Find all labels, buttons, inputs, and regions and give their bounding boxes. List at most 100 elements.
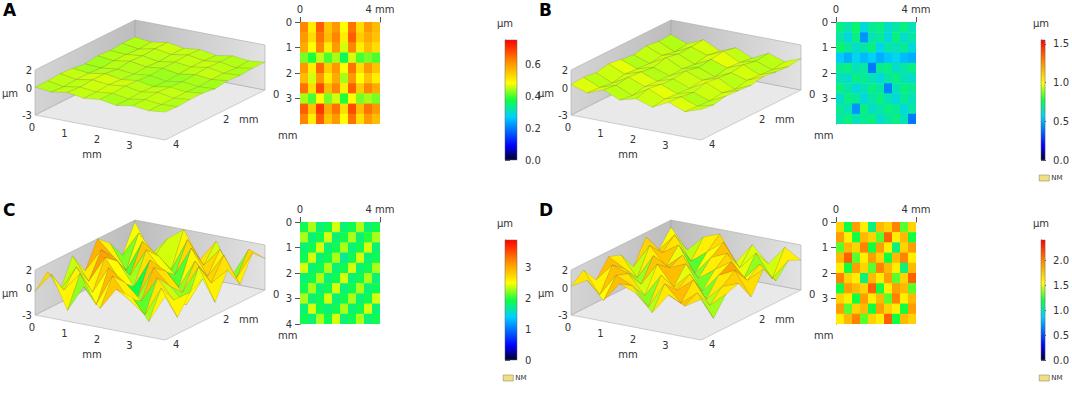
svg-text:0: 0 [565, 322, 571, 333]
svg-text:3: 3 [662, 140, 668, 151]
svg-text:0: 0 [29, 122, 35, 133]
svg-text:1: 1 [597, 128, 603, 139]
svg-text:3: 3 [822, 293, 828, 304]
svg-text:2: 2 [630, 134, 636, 145]
svg-text:0.2: 0.2 [525, 123, 541, 134]
svg-text:2.0: 2.0 [1053, 255, 1069, 266]
svg-text:µm: µm [1033, 18, 1049, 29]
svg-text:1: 1 [822, 242, 828, 253]
svg-text:0: 0 [29, 322, 35, 333]
svg-text:0: 0 [833, 4, 839, 15]
svg-text:0: 0 [26, 83, 32, 94]
svg-text:0: 0 [833, 204, 839, 215]
svg-text:-3: -3 [558, 110, 568, 121]
svg-text:NM: NM [1051, 174, 1062, 182]
svg-text:3: 3 [822, 93, 828, 104]
svg-text:mm: mm [278, 130, 297, 141]
svg-text:3: 3 [525, 262, 531, 273]
svg-text:2: 2 [562, 265, 568, 276]
svg-text:0.5: 0.5 [1053, 116, 1069, 127]
svg-text:0: 0 [809, 89, 815, 100]
svg-text:0: 0 [26, 283, 32, 294]
svg-text:0: 0 [822, 17, 828, 28]
svg-text:mm: mm [814, 130, 833, 141]
svg-text:0.6: 0.6 [525, 59, 541, 70]
svg-text:-3: -3 [558, 310, 568, 321]
svg-text:4: 4 [173, 339, 179, 350]
svg-text:1: 1 [597, 328, 603, 339]
svg-text:0.0: 0.0 [1053, 155, 1069, 166]
svg-text:4 mm: 4 mm [901, 4, 930, 15]
svg-text:mm: mm [814, 330, 833, 341]
svg-text:2: 2 [26, 65, 32, 76]
svg-text:2: 2 [822, 68, 828, 79]
svg-text:0: 0 [297, 4, 303, 15]
svg-text:2: 2 [630, 334, 636, 345]
svg-text:0.0: 0.0 [1053, 355, 1069, 366]
svg-text:mm: mm [239, 114, 258, 125]
svg-text:0: 0 [286, 17, 292, 28]
svg-text:µm: µm [538, 288, 554, 299]
svg-text:-3: -3 [22, 310, 32, 321]
svg-text:2: 2 [822, 268, 828, 279]
svg-text:1: 1 [61, 128, 67, 139]
svg-text:0: 0 [297, 204, 303, 215]
svg-text:3: 3 [126, 340, 132, 351]
svg-text:mm: mm [618, 349, 637, 360]
svg-text:mm: mm [82, 149, 101, 160]
svg-text:1.5: 1.5 [1053, 38, 1069, 49]
svg-text:3: 3 [662, 340, 668, 351]
svg-text:µm: µm [1033, 218, 1049, 229]
svg-text:mm: mm [775, 114, 794, 125]
svg-text:0: 0 [562, 283, 568, 294]
svg-text:0: 0 [525, 355, 531, 366]
svg-text:D: D [539, 200, 553, 220]
svg-text:0: 0 [273, 289, 279, 300]
svg-text:2: 2 [286, 68, 292, 79]
svg-text:4 mm: 4 mm [365, 4, 394, 15]
svg-text:µm: µm [497, 18, 513, 29]
svg-text:3: 3 [286, 93, 292, 104]
svg-text:3: 3 [126, 140, 132, 151]
svg-text:4: 4 [709, 139, 715, 150]
svg-text:2: 2 [94, 134, 100, 145]
svg-text:4 mm: 4 mm [901, 204, 930, 215]
svg-text:2: 2 [94, 334, 100, 345]
svg-text:2: 2 [286, 268, 292, 279]
svg-text:4 mm: 4 mm [365, 204, 394, 215]
svg-text:0: 0 [822, 217, 828, 228]
svg-text:mm: mm [239, 314, 258, 325]
svg-text:-3: -3 [22, 110, 32, 121]
svg-text:1: 1 [822, 42, 828, 53]
svg-text:µm: µm [2, 88, 18, 99]
svg-text:4: 4 [173, 139, 179, 150]
svg-text:2: 2 [562, 65, 568, 76]
svg-text:3: 3 [286, 293, 292, 304]
svg-text:2: 2 [759, 314, 765, 325]
svg-text:1: 1 [286, 242, 292, 253]
svg-text:0: 0 [565, 122, 571, 133]
svg-text:0: 0 [809, 289, 815, 300]
svg-text:NM: NM [1051, 374, 1062, 382]
svg-text:1.5: 1.5 [1053, 280, 1069, 291]
svg-text:2: 2 [223, 114, 229, 125]
svg-text:2: 2 [26, 265, 32, 276]
svg-text:µm: µm [538, 88, 554, 99]
svg-text:0: 0 [286, 217, 292, 228]
svg-text:2: 2 [223, 314, 229, 325]
svg-text:B: B [539, 0, 552, 20]
svg-text:mm: mm [278, 330, 297, 341]
svg-text:A: A [3, 0, 17, 20]
svg-text:0: 0 [273, 89, 279, 100]
svg-text:NM: NM [515, 374, 526, 382]
svg-text:0: 0 [562, 83, 568, 94]
svg-text:1: 1 [286, 42, 292, 53]
svg-text:mm: mm [82, 349, 101, 360]
svg-text:2: 2 [525, 293, 531, 304]
svg-text:4: 4 [709, 339, 715, 350]
svg-text:mm: mm [775, 314, 794, 325]
svg-text:2: 2 [759, 114, 765, 125]
svg-text:1: 1 [61, 328, 67, 339]
svg-text:1: 1 [525, 324, 531, 335]
svg-text:1.0: 1.0 [1053, 305, 1069, 316]
